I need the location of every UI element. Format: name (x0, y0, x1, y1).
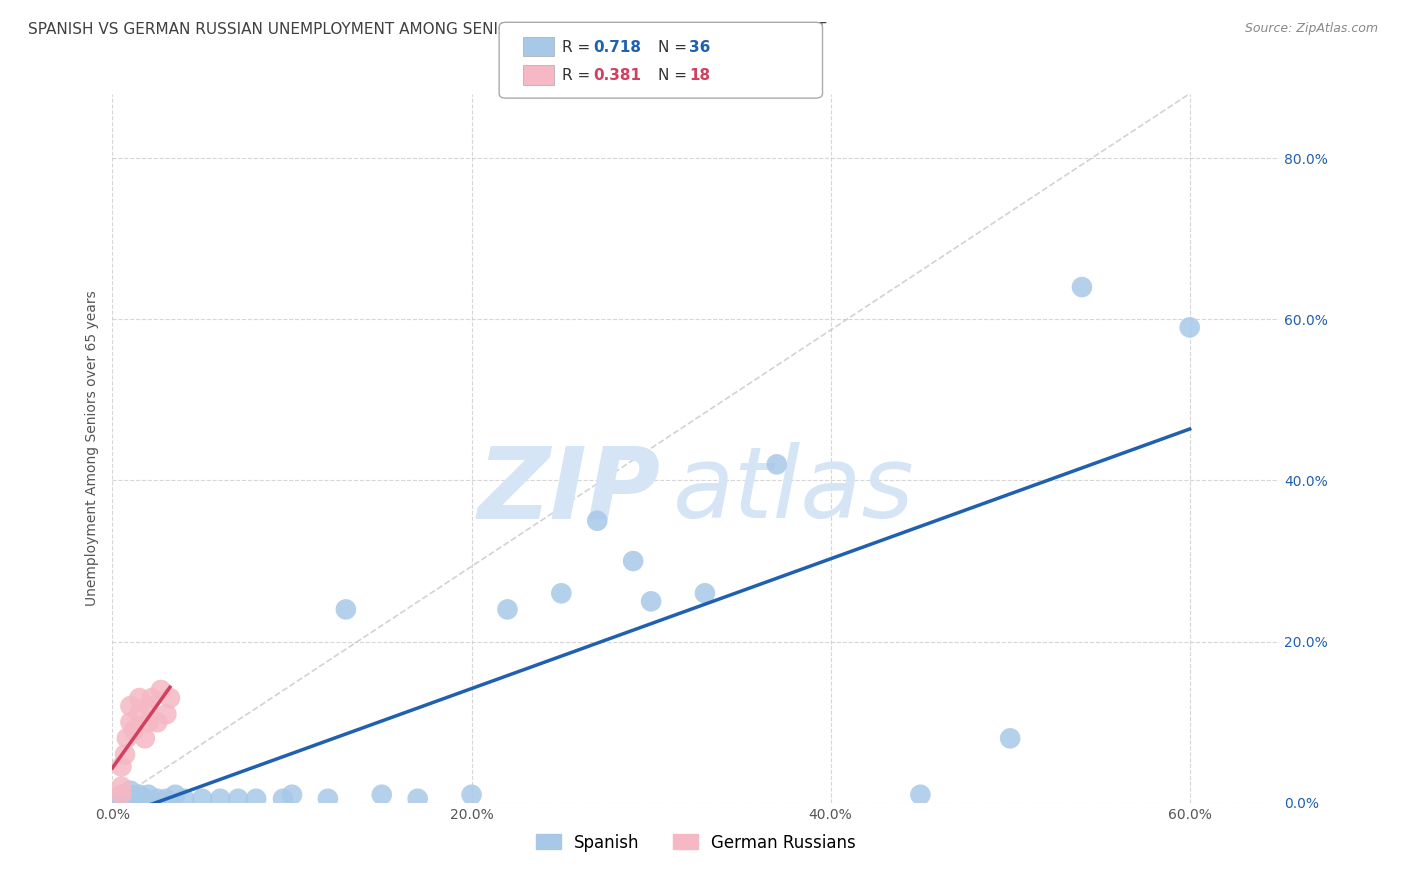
Point (110, 780, 132, 794)
Text: atlas: atlas (672, 442, 914, 540)
Point (110, 791, 132, 805)
Point (110, 788, 132, 802)
Point (271, 791, 294, 805)
Point (406, 791, 429, 805)
Point (693, 586, 716, 600)
Point (245, 791, 267, 805)
Point (128, 691, 150, 706)
Point (281, 788, 304, 802)
Point (115, 791, 138, 805)
Point (496, 602, 519, 616)
Point (1071, 280, 1094, 294)
Text: R =: R = (562, 40, 596, 54)
Point (128, 707, 150, 722)
Point (110, 759, 132, 773)
Point (138, 788, 160, 802)
Point (316, 791, 339, 805)
Point (155, 707, 177, 722)
Point (120, 699, 142, 714)
Point (550, 586, 572, 600)
Text: N =: N = (658, 40, 692, 54)
Point (460, 788, 482, 802)
Point (1178, 320, 1201, 334)
Point (159, 691, 181, 706)
Point (149, 683, 172, 698)
Text: 18: 18 (689, 69, 710, 83)
Point (226, 791, 249, 805)
Point (998, 731, 1021, 746)
Text: SPANISH VS GERMAN RUSSIAN UNEMPLOYMENT AMONG SENIORS OVER 65 YEARS CORRELATION C: SPANISH VS GERMAN RUSSIAN UNEMPLOYMENT A… (28, 22, 827, 37)
Point (120, 715, 142, 730)
Point (191, 791, 214, 805)
Point (141, 691, 163, 706)
Point (621, 554, 644, 568)
Point (165, 788, 187, 802)
Point (146, 715, 169, 730)
Point (138, 699, 160, 714)
Point (586, 514, 609, 528)
Point (146, 791, 169, 805)
Point (335, 602, 357, 616)
Point (765, 458, 787, 472)
Point (134, 791, 156, 805)
Point (138, 715, 160, 730)
Text: R =: R = (562, 69, 596, 83)
Y-axis label: Unemployment Among Seniors over 65 years: Unemployment Among Seniors over 65 years (84, 291, 98, 606)
Point (134, 731, 156, 746)
Text: 0.381: 0.381 (593, 69, 641, 83)
Point (209, 791, 232, 805)
Point (110, 788, 132, 802)
Point (122, 791, 145, 805)
Point (128, 788, 150, 802)
Text: Source: ZipAtlas.com: Source: ZipAtlas.com (1244, 22, 1378, 36)
Text: ZIP: ZIP (478, 442, 661, 540)
Text: 36: 36 (689, 40, 710, 54)
Point (910, 788, 932, 802)
Text: 0.718: 0.718 (593, 40, 641, 54)
Text: N =: N = (658, 69, 692, 83)
Point (173, 791, 195, 805)
Point (122, 723, 145, 738)
Point (640, 594, 662, 608)
Point (120, 788, 142, 802)
Point (120, 783, 142, 797)
Point (155, 791, 177, 805)
Point (115, 731, 138, 746)
Point (371, 788, 394, 802)
Legend: Spanish, German Russians: Spanish, German Russians (529, 827, 863, 858)
Point (128, 791, 150, 805)
Point (114, 747, 136, 762)
